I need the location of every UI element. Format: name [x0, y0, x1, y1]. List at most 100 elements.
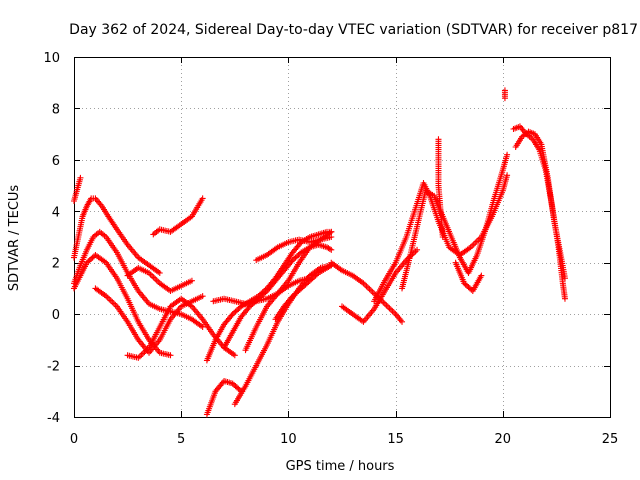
data-series	[272, 262, 335, 323]
data-point	[299, 284, 306, 291]
x-tick-label: 15	[387, 432, 404, 447]
data-point	[233, 307, 240, 314]
data-point	[232, 383, 239, 390]
y-tick-label: 0	[52, 308, 60, 323]
y-tick-label: 10	[43, 51, 60, 66]
data-series	[71, 174, 84, 204]
data-point	[229, 311, 236, 318]
data-point	[368, 287, 375, 294]
plot-frame	[74, 57, 611, 418]
data-point	[462, 281, 469, 288]
data-point	[256, 294, 263, 301]
data-point	[88, 255, 95, 262]
data-point	[232, 308, 239, 315]
data-point	[112, 301, 119, 308]
data-point	[229, 380, 236, 387]
data-series	[328, 259, 406, 325]
data-point	[295, 288, 302, 294]
data-point	[461, 280, 468, 287]
data-point	[399, 318, 406, 325]
data-series	[92, 285, 206, 356]
y-tick-label: 6	[52, 154, 60, 169]
chart-title: Day 362 of 2024, Sidereal Day-to-day VTE…	[69, 22, 638, 38]
data-point	[110, 300, 117, 307]
data-point	[389, 308, 396, 315]
data-point	[188, 277, 195, 284]
data-point	[504, 151, 511, 158]
data-point	[293, 289, 300, 296]
data-point	[156, 270, 163, 276]
data-point	[301, 282, 308, 289]
data-point	[251, 299, 258, 306]
data-point	[199, 195, 206, 202]
data-point	[248, 302, 255, 309]
data-point	[231, 352, 238, 359]
data-point	[464, 282, 471, 289]
data-point	[305, 279, 312, 285]
data-point	[289, 293, 296, 300]
data-series	[452, 259, 485, 294]
data-point	[472, 239, 479, 246]
data-point	[391, 309, 398, 316]
data-series	[124, 264, 195, 294]
x-tick-label: 25	[602, 432, 619, 447]
x-tick-label: 20	[495, 432, 512, 447]
data-point	[313, 271, 320, 278]
data-point	[249, 300, 256, 307]
data-series	[221, 241, 335, 351]
data-point	[312, 272, 319, 279]
data-point	[303, 280, 310, 287]
data-series	[512, 128, 568, 282]
x-tick-label: 10	[280, 432, 297, 447]
data-point	[233, 384, 240, 391]
data-point	[363, 283, 370, 290]
data-point	[291, 255, 298, 262]
data-point	[386, 305, 393, 312]
data-point	[388, 306, 395, 313]
data-point	[136, 353, 143, 360]
data-point	[231, 381, 238, 388]
data-point	[235, 385, 242, 392]
data-point	[439, 234, 446, 240]
data-series	[399, 151, 511, 292]
data-point	[478, 272, 485, 279]
data-point	[199, 293, 206, 300]
data-point	[89, 254, 96, 261]
data-point	[292, 254, 299, 261]
y-tick-label: 8	[52, 102, 60, 117]
data-point	[296, 286, 303, 293]
y-tick-label: -4	[47, 411, 60, 426]
data-point	[504, 172, 511, 179]
data-point	[311, 273, 318, 280]
data-point	[258, 293, 265, 300]
data-series	[203, 378, 245, 418]
data-point	[252, 298, 259, 305]
data-point	[150, 274, 157, 281]
data-point	[293, 253, 300, 260]
data-point	[302, 281, 309, 288]
axis-ticks: 0 5 10 15 20 25 -4 -2 0 2 4 6 8 10	[43, 51, 618, 447]
x-axis-label: GPS time / hours	[286, 459, 395, 474]
data-point	[77, 174, 84, 181]
data-series	[71, 195, 163, 276]
data-point	[149, 272, 156, 279]
data-point	[291, 291, 298, 298]
y-axis-label: SDTVAR / TECUs	[7, 185, 22, 292]
data-point	[246, 303, 253, 310]
data-point	[86, 257, 93, 264]
data-point	[412, 248, 419, 255]
data-point	[326, 246, 333, 252]
x-tick-label: 0	[70, 432, 78, 447]
data-series	[124, 295, 238, 361]
data-point	[365, 284, 372, 291]
data-series	[253, 228, 335, 264]
y-tick-label: -2	[47, 360, 60, 375]
y-tick-label: 4	[52, 205, 60, 220]
data-point	[561, 295, 568, 302]
data-point	[328, 234, 335, 240]
data-series	[501, 87, 508, 102]
data-point	[107, 297, 114, 304]
data-point	[384, 303, 391, 310]
data-point	[328, 228, 335, 235]
data-point	[296, 250, 303, 257]
